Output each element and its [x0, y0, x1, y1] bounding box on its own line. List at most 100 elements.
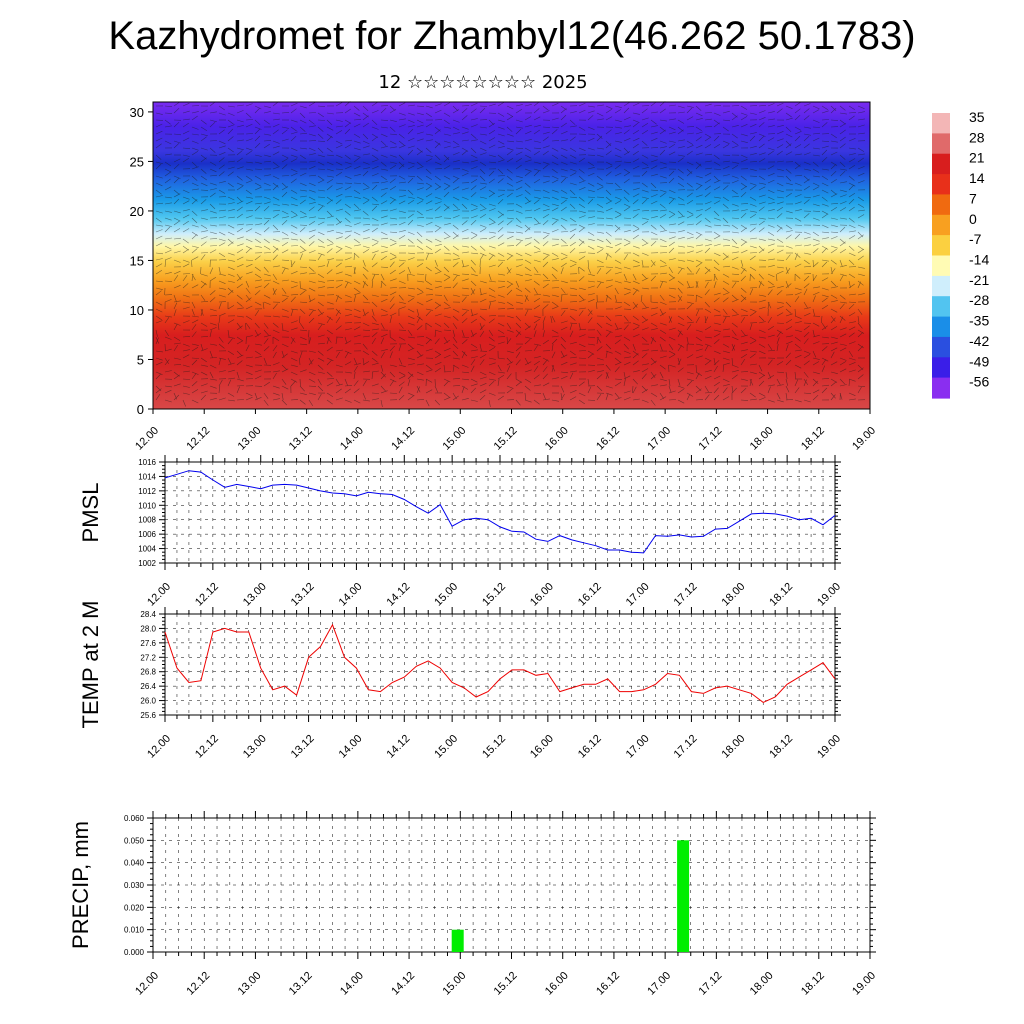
- x-tick-label: 15.00: [432, 581, 460, 609]
- y-tick-label: 5: [137, 352, 144, 367]
- x-tick-label: 17.00: [624, 581, 652, 609]
- y-tick-label: 1006: [138, 530, 156, 539]
- y-tick-label: 0: [137, 402, 144, 417]
- x-tick-label: 18.12: [799, 970, 827, 998]
- colorbar-swatch: [932, 336, 950, 358]
- y-tick-label: 10: [130, 303, 144, 318]
- x-tick-label: 16.12: [576, 581, 604, 609]
- x-tick-label: 13.12: [287, 425, 315, 453]
- y-axis-title: PRECIP, mm: [68, 821, 93, 949]
- colorbar-label: -28: [969, 292, 989, 308]
- y-tick-label: 1004: [138, 545, 156, 554]
- x-tick-label: 13.00: [236, 970, 264, 998]
- y-tick-label: 28.0: [140, 624, 156, 633]
- colorbar-label: 28: [969, 129, 985, 145]
- colorbar-label: 7: [969, 190, 977, 206]
- colorbar-swatch: [932, 255, 950, 277]
- y-tick-label: 27.6: [140, 639, 156, 648]
- x-tick-label: 14.00: [337, 581, 365, 609]
- x-tick-label: 15.12: [480, 733, 508, 761]
- x-tick-label: 18.00: [719, 581, 747, 609]
- y-tick-label: 0.060: [124, 814, 145, 823]
- y-tick-label: 0.030: [124, 881, 145, 890]
- x-tick-label: 18.12: [767, 733, 795, 761]
- x-tick-label: 14.00: [337, 733, 365, 761]
- colorbar-swatch: [932, 153, 950, 175]
- x-tick-label: 12.00: [145, 581, 173, 609]
- colorbar-swatch: [932, 296, 950, 318]
- colorbar-swatch: [932, 194, 950, 216]
- x-tick-label: 17.00: [645, 425, 673, 453]
- y-axis-title: TEMP at 2 M: [78, 601, 103, 729]
- colorbar-label: -21: [969, 272, 989, 288]
- y-tick-label: 25: [130, 154, 144, 169]
- precip-bar: [451, 929, 464, 952]
- colorbar-label: -49: [969, 353, 989, 369]
- colorbar-label: 21: [969, 150, 985, 166]
- y-tick-label: 1010: [138, 501, 156, 510]
- x-tick-label: 18.00: [719, 733, 747, 761]
- y-tick-label: 1016: [138, 458, 156, 467]
- y-tick-label: 0.010: [124, 926, 145, 935]
- x-tick-label: 19.00: [815, 581, 843, 609]
- x-tick-label: 19.00: [850, 425, 878, 453]
- x-tick-label: 17.00: [624, 733, 652, 761]
- x-tick-label: 12.00: [133, 970, 161, 998]
- pmsl-series-line: [164, 470, 836, 554]
- wind-barbs: [155, 101, 866, 407]
- chart-title: Kazhydromet for Zhambyl12(46.262 50.1783…: [108, 14, 916, 58]
- colorbar-label: -7: [969, 231, 982, 247]
- x-tick-label: 18.00: [748, 970, 776, 998]
- x-tick-label: 15.00: [440, 970, 468, 998]
- x-tick-label: 16.00: [543, 425, 571, 453]
- colorbar-swatch: [932, 275, 950, 297]
- x-tick-label: 15.00: [440, 425, 468, 453]
- x-tick-label: 15.12: [492, 425, 520, 453]
- x-tick-label: 17.12: [697, 425, 725, 453]
- y-tick-label: 0.050: [124, 836, 145, 845]
- y-tick-label: 1008: [138, 516, 156, 525]
- colorbar-label: -14: [969, 252, 989, 268]
- x-tick-label: 12.12: [193, 581, 221, 609]
- colorbar-label: -56: [969, 374, 989, 390]
- y-tick-label: 1012: [138, 487, 156, 496]
- y-tick-label: 0.000: [124, 948, 145, 957]
- x-tick-label: 14.00: [338, 425, 366, 453]
- x-tick-label: 16.12: [576, 733, 604, 761]
- colorbar-label: 35: [969, 109, 985, 125]
- x-tick-label: 12.00: [145, 733, 173, 761]
- y-tick-label: 30: [130, 105, 144, 120]
- x-tick-label: 19.00: [850, 970, 878, 998]
- x-tick-label: 12.12: [193, 733, 221, 761]
- y-tick-label: 28.4: [140, 610, 156, 619]
- x-tick-label: 14.00: [338, 970, 366, 998]
- x-tick-label: 15.12: [492, 970, 520, 998]
- x-tick-label: 17.00: [645, 970, 673, 998]
- colorbar-label: 14: [969, 170, 985, 186]
- x-tick-label: 18.12: [767, 581, 795, 609]
- y-tick-label: 27.2: [140, 653, 156, 662]
- y-tick-label: 20: [130, 204, 144, 219]
- y-tick-label: 26.0: [140, 697, 156, 706]
- x-tick-label: 18.12: [799, 425, 827, 453]
- x-tick-label: 16.00: [528, 581, 556, 609]
- y-axis-title: PMSL: [78, 483, 103, 543]
- x-tick-label: 12.12: [184, 970, 212, 998]
- colorbar-swatch: [932, 235, 950, 257]
- x-tick-label: 13.00: [241, 581, 269, 609]
- y-tick-label: 26.4: [140, 682, 156, 691]
- x-tick-label: 16.12: [594, 425, 622, 453]
- y-tick-label: 0.020: [124, 903, 145, 912]
- x-tick-label: 17.12: [672, 733, 700, 761]
- x-tick-label: 13.12: [289, 733, 317, 761]
- x-tick-label: 15.00: [432, 733, 460, 761]
- x-tick-label: 14.12: [389, 425, 417, 453]
- y-tick-label: 25.6: [140, 711, 156, 720]
- colorbar-swatch: [932, 316, 950, 338]
- x-tick-label: 16.00: [543, 970, 571, 998]
- x-tick-label: 12.00: [133, 425, 161, 453]
- x-tick-label: 13.00: [236, 425, 264, 453]
- x-tick-label: 15.12: [480, 581, 508, 609]
- x-tick-label: 12.12: [184, 425, 212, 453]
